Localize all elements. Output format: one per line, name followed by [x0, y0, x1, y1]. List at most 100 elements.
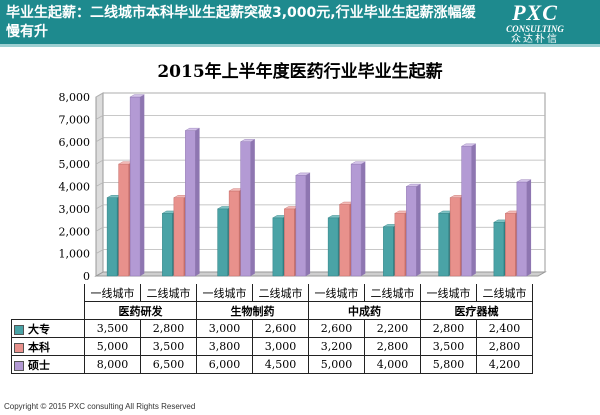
table-cell: 8,000: [84, 355, 141, 374]
table-category-label: 二线城市: [140, 284, 197, 302]
title-banner: 毕业生起薪：二线城市本科毕业生起薪突破3,000元,行业毕业生起薪涨幅缓慢有升 …: [0, 0, 600, 46]
bar-side-硕士: [195, 128, 200, 276]
gridline: [95, 159, 545, 165]
bar-side-硕士: [361, 161, 366, 276]
table-cell: 2,600: [252, 319, 309, 338]
table-cell: 3,000: [196, 319, 253, 338]
legend-key-shuoshi: [14, 360, 24, 371]
y-tick-label: 0: [83, 270, 90, 283]
bar-本科: [394, 213, 406, 277]
series-name: 本科: [28, 340, 50, 354]
y-tick-label: 5,000: [59, 158, 91, 171]
bar-side-硕士: [305, 172, 311, 276]
table-cell: 3,000: [252, 337, 309, 356]
legend-key-dazhuan: [14, 324, 24, 335]
table-category-label: 一线城市: [420, 284, 477, 302]
bar-大专: [217, 208, 228, 277]
table-group-label: 中成药: [308, 301, 421, 320]
legend-key-benke: [14, 342, 24, 353]
pxc-logo: PXC CONSULTING 众达朴信: [476, 0, 594, 46]
bar-本科: [339, 204, 350, 277]
legend-dazhuan: 大专: [11, 319, 85, 338]
bar-硕士: [129, 96, 141, 277]
table-row-shuoshi: 硕士 8,000 6,500 6,000 4,500 5,000 4,000 5…: [11, 355, 533, 374]
bar-大专: [493, 222, 505, 277]
bar-硕士: [461, 145, 472, 277]
y-tick-label: 4,000: [59, 181, 91, 194]
bar-side-硕士: [471, 143, 476, 276]
table-cell: 5,800: [420, 355, 477, 374]
table-cell: 3,800: [196, 337, 253, 356]
bar-硕士: [350, 163, 362, 277]
slide-headline: 毕业生起薪：二线城市本科毕业生起薪突破3,000元,行业毕业生起薪涨幅缓慢有升: [6, 5, 476, 40]
table-cell: 2,400: [476, 319, 533, 338]
table-category-label: 一线城市: [84, 284, 141, 302]
table-cell: 2,800: [476, 337, 533, 356]
bar-硕士: [185, 130, 196, 277]
bar-top-硕士: [405, 183, 422, 187]
gridline: [95, 204, 545, 210]
table-cell: 2,800: [420, 319, 477, 338]
bar-top-硕士: [516, 179, 532, 183]
bar-top-硕士: [350, 161, 367, 165]
bar-大专: [106, 197, 118, 277]
gridline: [95, 137, 545, 143]
bar-硕士: [406, 186, 417, 277]
y-tick-label: 6,000: [59, 136, 91, 149]
gridline: [95, 92, 545, 98]
bar-top-硕士: [295, 172, 311, 176]
bar-大专: [438, 213, 449, 277]
table-category-label: 二线城市: [476, 284, 533, 302]
table-cell: 3,500: [84, 319, 141, 338]
gridline: [95, 182, 545, 187]
bar-top-硕士: [184, 127, 201, 131]
table-cell: 2,600: [308, 319, 365, 338]
bar-本科: [284, 208, 295, 277]
logo-chinese-text: 众达朴信: [511, 34, 559, 45]
legend-shuoshi: 硕士: [11, 355, 85, 374]
logo-sub-text: CONSULTING: [506, 24, 564, 34]
y-tick-label: 1,000: [59, 248, 91, 261]
bar-硕士: [516, 181, 528, 277]
table-cell: 6,000: [196, 355, 253, 374]
bar-硕士: [240, 141, 251, 277]
table-group-label: 医药研发: [84, 301, 197, 320]
table-category-row: 一线城市 二线城市 一线城市 二线城市 一线城市 二线城市 一线城市 二线城市: [11, 284, 533, 302]
bar-side-硕士: [250, 139, 255, 276]
table-category-label: 二线城市: [364, 284, 421, 302]
table-cell: 4,500: [252, 355, 309, 374]
table-category-label: 一线城市: [196, 284, 253, 302]
table-cell: 2,200: [364, 319, 421, 338]
table-cell: 4,200: [476, 355, 533, 374]
bar-大专: [383, 226, 394, 277]
bar-top-硕士: [239, 139, 256, 142]
y-tick-label: 8,000: [59, 91, 91, 104]
gridline: [95, 114, 545, 120]
chart-title: 2015年上半年度医药行业毕业生起薪: [157, 62, 443, 82]
table-cell: 3,200: [308, 337, 365, 356]
table-group-label: 医疗器械: [420, 301, 533, 320]
copyright-footer: Copyright © 2015 PXC consulting All Righ…: [4, 402, 196, 411]
bar-本科: [505, 213, 516, 277]
y-tick-label: 7,000: [59, 113, 91, 126]
bar-大专: [272, 217, 284, 277]
table-row-dazhuan: 大专 3,500 2,800 3,000 2,600 2,600 2,200 2…: [11, 319, 533, 338]
table-cell: 3,500: [420, 337, 477, 356]
series-name: 硕士: [28, 358, 50, 372]
bar-大专: [162, 213, 173, 277]
table-cell: 2,800: [140, 319, 197, 338]
table-category-label: 二线城市: [252, 284, 309, 302]
y-tick-label: 3,000: [59, 203, 91, 216]
table-category-label: 一线城市: [308, 284, 365, 302]
bar-大专: [327, 217, 339, 277]
bar-chart: 0 1,000 2,000 3,000 4,000 5,000 6,000 7,000 8,00…: [59, 91, 547, 283]
bar-side-硕士: [140, 94, 145, 276]
bar-top-硕士: [129, 94, 146, 98]
table-cell: 4,000: [364, 355, 421, 374]
header-divider: [0, 44, 600, 47]
table-corner: [11, 284, 85, 302]
logo-main-text: PXC: [512, 0, 558, 25]
table-cell: 2,800: [364, 337, 421, 356]
bar-本科: [118, 163, 129, 277]
bar-本科: [449, 197, 461, 277]
